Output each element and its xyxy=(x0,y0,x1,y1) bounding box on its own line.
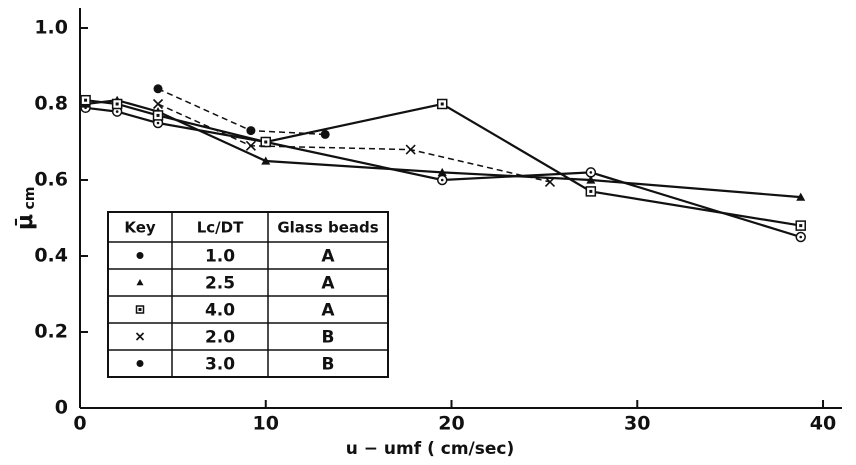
marker-dot xyxy=(440,178,444,182)
x-tick-label: 10 xyxy=(253,413,279,435)
marker xyxy=(796,192,806,201)
x-tick-label: 0 xyxy=(73,413,86,435)
marker xyxy=(436,174,448,186)
marker xyxy=(136,279,144,286)
marker xyxy=(80,94,91,106)
marker-dot xyxy=(589,171,593,174)
y-axis-label-group: μ̄ cm xyxy=(13,187,38,231)
x-tick-label: 30 xyxy=(624,413,650,435)
legend-beads: A xyxy=(321,274,335,294)
legend-header: Lc/DT xyxy=(197,219,244,237)
x-tick-label: 40 xyxy=(810,413,836,435)
marker xyxy=(795,231,806,243)
marker xyxy=(152,98,164,110)
series-line xyxy=(157,103,551,183)
y-tick-label: 1.0 xyxy=(34,17,68,39)
marker xyxy=(260,136,272,148)
legend-ratio: 3.0 xyxy=(205,355,235,375)
marker xyxy=(136,252,144,259)
marker xyxy=(246,126,256,136)
legend-ratio: 2.0 xyxy=(205,328,235,348)
legend-ratio: 2.5 xyxy=(205,274,235,294)
marker xyxy=(135,332,145,341)
marker-dot xyxy=(799,235,803,239)
marker xyxy=(436,98,448,110)
legend-header: Key xyxy=(124,219,156,237)
marker xyxy=(320,129,330,139)
legend-beads: B xyxy=(322,328,335,348)
legend-table: Key Lc/DT Glass beads 1.0 A 2.5 A 4.0 A 2.0 B 3.0 B xyxy=(107,211,389,378)
marker xyxy=(152,110,164,121)
y-tick-label: 0.8 xyxy=(34,93,68,115)
x-axis-label: u − umf ( cm/sec) xyxy=(346,439,515,459)
y-axis-label: μ̄ xyxy=(13,214,38,230)
y-tick-label: 0.6 xyxy=(34,169,68,191)
y-axis-label-sub: cm xyxy=(22,187,38,210)
y-tick-label: 0 xyxy=(55,397,68,419)
marker xyxy=(111,98,123,110)
y-tick-label: 0.2 xyxy=(34,321,68,343)
legend-beads: A xyxy=(321,247,335,267)
marker-dot xyxy=(84,98,88,102)
legend-beads: B xyxy=(322,355,335,375)
marker-dot xyxy=(115,102,119,106)
y-tick-label: 0.4 xyxy=(34,245,68,267)
legend-frame xyxy=(107,211,389,378)
marker xyxy=(586,175,596,184)
legend-ratio: 1.0 xyxy=(205,247,235,267)
marker xyxy=(544,176,556,187)
legend-header: Glass beads xyxy=(277,219,378,237)
marker xyxy=(585,186,597,197)
marker-dot xyxy=(156,113,160,117)
marker-dot xyxy=(440,102,444,106)
marker xyxy=(405,144,416,155)
marker xyxy=(795,220,806,231)
marker-dot xyxy=(589,189,593,193)
marker-dot xyxy=(115,110,119,113)
marker xyxy=(135,305,145,314)
marker-dot xyxy=(799,224,803,228)
marker-dot xyxy=(264,140,268,144)
x-tick-label: 20 xyxy=(438,413,464,435)
legend-ratio: 4.0 xyxy=(205,301,235,321)
legend-beads: A xyxy=(321,301,335,321)
marker xyxy=(261,156,271,165)
marker xyxy=(437,167,447,176)
series-line xyxy=(85,99,801,227)
marker-dot xyxy=(156,121,160,125)
marker xyxy=(153,84,163,94)
marker-dot xyxy=(138,308,142,311)
marker xyxy=(136,360,144,367)
marker xyxy=(245,140,256,151)
